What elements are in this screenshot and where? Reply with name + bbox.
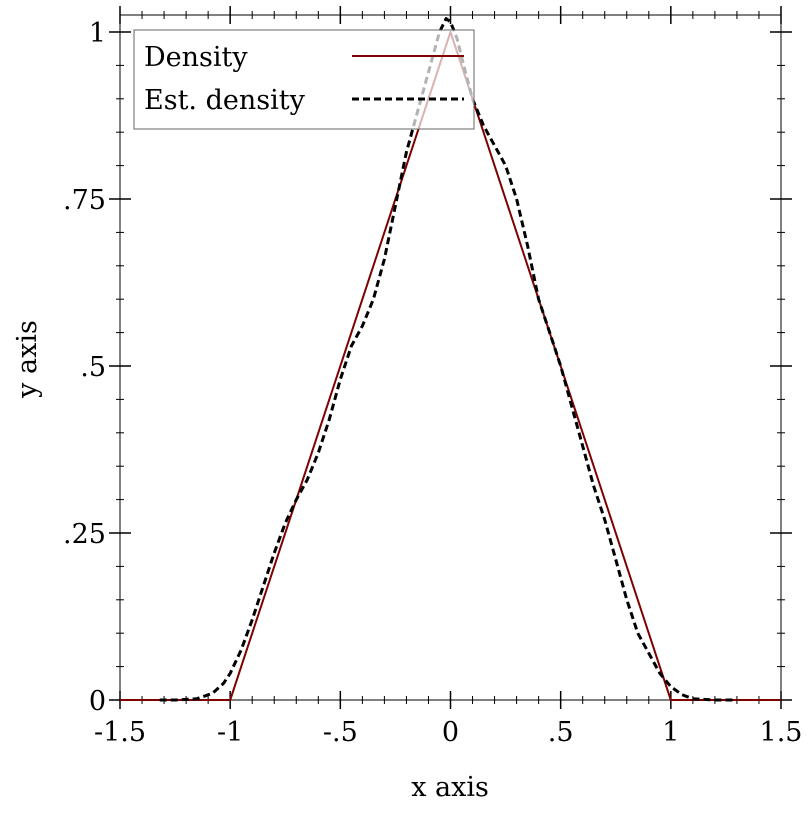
legend-label-density: Density: [144, 42, 248, 73]
y-tick-label: 1: [89, 18, 106, 49]
x-axis-title: x axis: [411, 772, 489, 803]
x-tick-label: -.5: [323, 717, 358, 748]
y-tick-label: .25: [63, 519, 106, 550]
legend: Density Est. density: [133, 29, 475, 130]
legend-label-est-density: Est. density: [144, 85, 306, 116]
y-tick-label: .75: [63, 185, 106, 216]
x-tick-label: -1.5: [94, 717, 146, 748]
x-tick-label: 1.5: [760, 717, 803, 748]
est-density-line: [159, 17, 737, 702]
x-tick-label: .5: [548, 717, 574, 748]
legend-box: [133, 29, 475, 130]
y-tick-label: 0: [89, 686, 106, 717]
x-tick-label: 0: [442, 717, 459, 748]
axes: -1.5 -1 -.5 0 .5 1 1.5 0 .25 .5 .75 1: [63, 6, 802, 748]
y-axis-title: y axis: [12, 320, 43, 399]
density-line: [120, 31, 781, 701]
x-tick-label: -1: [217, 717, 243, 748]
y-tick-label: .5: [80, 352, 106, 383]
x-tick-label: 1: [662, 717, 679, 748]
